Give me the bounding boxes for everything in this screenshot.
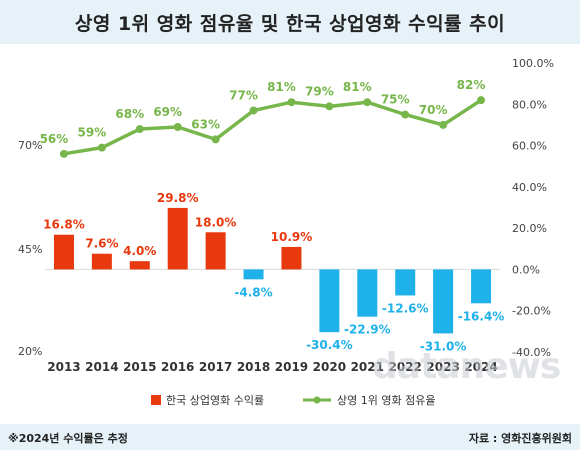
x-tick-label: 2016	[161, 360, 194, 374]
line-point	[325, 102, 334, 111]
x-tick-label: 2022	[389, 360, 422, 374]
left-tick-label: 20%	[18, 345, 42, 358]
line-data-label: 63%	[191, 117, 220, 131]
line-point	[363, 98, 372, 107]
bar-series	[53, 207, 492, 334]
bar	[243, 269, 264, 280]
bar	[91, 253, 112, 270]
bar-data-label: 18.0%	[195, 215, 237, 229]
bar	[281, 246, 302, 270]
share-line	[63, 98, 482, 156]
bar-data-label: 4.0%	[123, 244, 156, 258]
right-tick-label: -40.0%	[512, 346, 551, 359]
bar	[205, 232, 226, 270]
legend-line-label: 상영 1위 영화 점유율	[337, 394, 435, 407]
bar	[319, 269, 340, 333]
right-tick-label: 20.0%	[512, 222, 547, 235]
right-axis: 100.0% 80.0% 60.0% 40.0% 20.0% 0.0% -20.0% -40.…	[512, 57, 554, 359]
x-tick-label: 2014	[85, 360, 118, 374]
chart-title: 상영 1위 영화 점유율 및 한국 상업영화 수익률 추이	[74, 12, 506, 35]
x-tick-label: 2017	[199, 360, 232, 374]
line-labels: 56% 59% 68% 69% 63% 77% 81% 79% 81% 75% 70% 82%	[40, 78, 486, 146]
line-data-label: 69%	[153, 105, 182, 119]
legend-bar-label: 한국 상업영화 수익률	[166, 394, 264, 407]
left-tick-label: 45%	[18, 243, 42, 256]
bar-data-label: -22.9%	[344, 323, 391, 337]
line-point	[287, 98, 296, 107]
legend: 한국 상업영화 수익률 상영 1위 영화 점유율	[151, 394, 435, 407]
line-data-label: 59%	[78, 126, 107, 140]
line-point	[173, 122, 182, 131]
line-point	[59, 149, 68, 158]
line-point	[211, 135, 220, 144]
line-points	[59, 96, 486, 158]
line-data-label: 81%	[343, 80, 372, 94]
line-point	[439, 120, 448, 129]
line-point	[135, 125, 144, 134]
x-tick-label: 2015	[123, 360, 156, 374]
bar	[167, 207, 188, 270]
right-tick-label: 80.0%	[512, 98, 547, 111]
bar-data-label: -4.8%	[234, 285, 272, 299]
bar-data-label: 10.9%	[271, 230, 313, 244]
line-data-label: 81%	[267, 80, 296, 94]
line-point	[249, 106, 258, 115]
bar-data-label: 29.8%	[157, 191, 199, 205]
bar-data-label: 7.6%	[85, 237, 118, 251]
x-tick-label: 2019	[275, 360, 308, 374]
source-credit: 자료 : 영화진흥위원회	[468, 432, 572, 445]
footer: ※2024년 수익률은 추정 자료 : 영화진흥위원회	[0, 424, 580, 450]
x-tick-label: 2023	[426, 360, 459, 374]
line-data-label: 77%	[229, 88, 258, 102]
right-tick-label: -20.0%	[512, 305, 551, 318]
line-point	[477, 96, 486, 105]
line-point	[97, 143, 106, 152]
x-axis: 2013 2014 2015 2016 2017 2018 2019 2020 2021 2022…	[47, 360, 497, 374]
x-tick-label: 2018	[237, 360, 270, 374]
line-data-label: 75%	[381, 93, 410, 107]
bar-labels: 16.8%7.6%4.0%29.8%18.0%-4.8%10.9%-30.4%-…	[43, 191, 504, 354]
line-point	[401, 110, 410, 119]
x-tick-label: 2021	[351, 360, 384, 374]
bar	[53, 234, 74, 270]
right-tick-label: 60.0%	[512, 140, 547, 153]
bar	[471, 269, 492, 304]
left-tick-label: 70%	[18, 139, 42, 152]
bar-data-label: 16.8%	[43, 218, 85, 232]
right-tick-label: 100.0%	[512, 57, 554, 70]
x-tick-label: 2020	[313, 360, 346, 374]
legend-line-dot	[313, 396, 321, 404]
footnote: ※2024년 수익률은 추정	[8, 432, 128, 445]
bar-data-label: -12.6%	[382, 301, 429, 315]
line-data-label: 68%	[115, 107, 144, 121]
line-data-label: 56%	[40, 132, 69, 146]
bar	[395, 269, 416, 296]
x-tick-label: 2024	[464, 360, 497, 374]
x-tick-label: 2013	[47, 360, 80, 374]
line-data-label: 70%	[419, 103, 448, 117]
legend-bar-swatch	[151, 395, 161, 405]
bar	[129, 261, 150, 270]
combo-chart: 70% 45% 20% 100.0% 80.0% 60.0% 40.0% 20.0% 0.0%…	[18, 57, 554, 407]
right-tick-label: 0.0%	[512, 263, 540, 276]
bar-data-label: -31.0%	[420, 339, 467, 353]
line-data-label: 79%	[305, 84, 334, 98]
watermark: datanews	[372, 346, 561, 387]
bar-data-label: -30.4%	[306, 338, 353, 352]
title-band: 상영 1위 영화 점유율 및 한국 상업영화 수익률 추이	[0, 0, 580, 44]
right-tick-label: 40.0%	[512, 181, 547, 194]
bar	[433, 269, 454, 334]
bar-data-label: -16.4%	[458, 309, 505, 323]
left-axis: 70% 45% 20%	[18, 139, 42, 358]
line-data-label: 82%	[457, 78, 486, 92]
bar	[357, 269, 378, 317]
